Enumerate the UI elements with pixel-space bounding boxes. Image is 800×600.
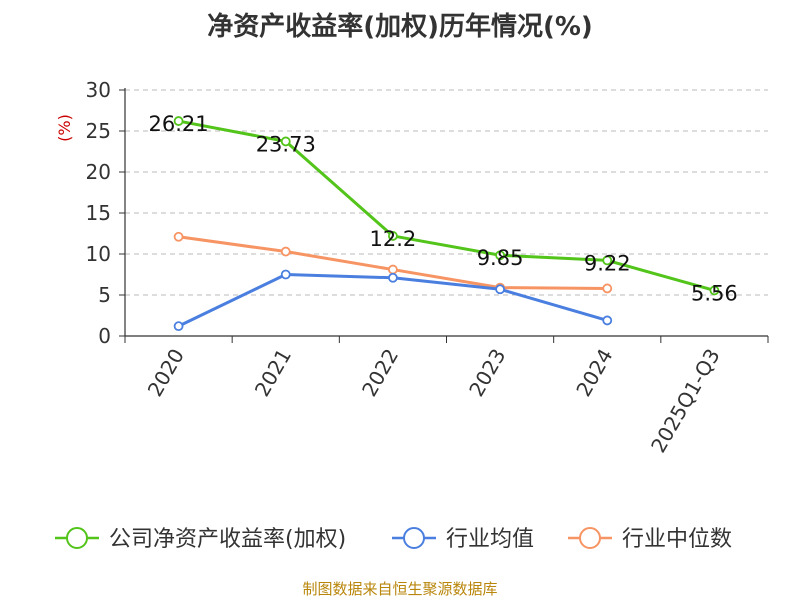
- data-label: 9.85: [477, 246, 524, 270]
- grid-lines: [125, 89, 768, 296]
- data-label: 9.22: [584, 251, 631, 275]
- y-tick-label: 30: [86, 78, 111, 102]
- data-point: [602, 255, 613, 266]
- series-line-0: [178, 119, 715, 292]
- x-tick-label: 2024: [571, 345, 617, 401]
- data-point: [709, 285, 720, 296]
- y-tick-label: 25: [86, 119, 111, 143]
- y-axis-label: (%): [55, 114, 74, 142]
- data-point: [280, 136, 291, 147]
- x-tick-label: 2025Q1-Q3: [646, 345, 725, 457]
- data-label: 12.2: [370, 227, 417, 251]
- data-point: [602, 315, 613, 326]
- data-point: [388, 231, 398, 241]
- data-point: [602, 283, 613, 294]
- data-label: 23.73: [256, 132, 316, 156]
- legend-marker: [66, 527, 88, 549]
- data-label: 26.21: [149, 112, 209, 136]
- data-point: [495, 250, 505, 261]
- data-point: [173, 231, 184, 242]
- data-point: [388, 264, 398, 275]
- legend-marker: [579, 527, 601, 549]
- x-tick-label: 2021: [250, 345, 296, 401]
- x-tick-label: 2023: [464, 345, 510, 401]
- legend: 公司净资产收益率(加权) 行业均值 行业中位数: [55, 527, 732, 552]
- data-labels: 26.21 23.73 12.2 9.85 9.22 5.56: [149, 112, 738, 305]
- chart-title: 净资产收益率(加权)历年情况(%): [207, 12, 593, 42]
- legend-marker: [403, 527, 425, 549]
- legend-label: 公司净资产收益率(加权): [109, 527, 346, 552]
- series-lines: [173, 116, 720, 332]
- data-point: [280, 246, 291, 257]
- y-tick-label: 5: [98, 283, 111, 307]
- data-point: [173, 116, 184, 126]
- data-label: 5.56: [691, 281, 738, 305]
- data-point: [388, 272, 398, 283]
- x-tick-label: 2022: [357, 345, 403, 401]
- y-tick-label: 10: [86, 242, 111, 266]
- x-tick-label: 2020: [143, 345, 189, 401]
- data-point: [495, 284, 505, 295]
- y-tick-label: 0: [98, 324, 111, 348]
- data-point: [173, 321, 184, 332]
- y-tick-label: 20: [86, 160, 111, 184]
- legend-label: 行业均值: [446, 527, 534, 552]
- source-note: 制图数据来自恒生聚源数据库: [302, 580, 498, 598]
- legend-label: 行业中位数: [622, 527, 732, 552]
- y-tick-label: 15: [86, 201, 111, 225]
- data-point: [280, 269, 291, 280]
